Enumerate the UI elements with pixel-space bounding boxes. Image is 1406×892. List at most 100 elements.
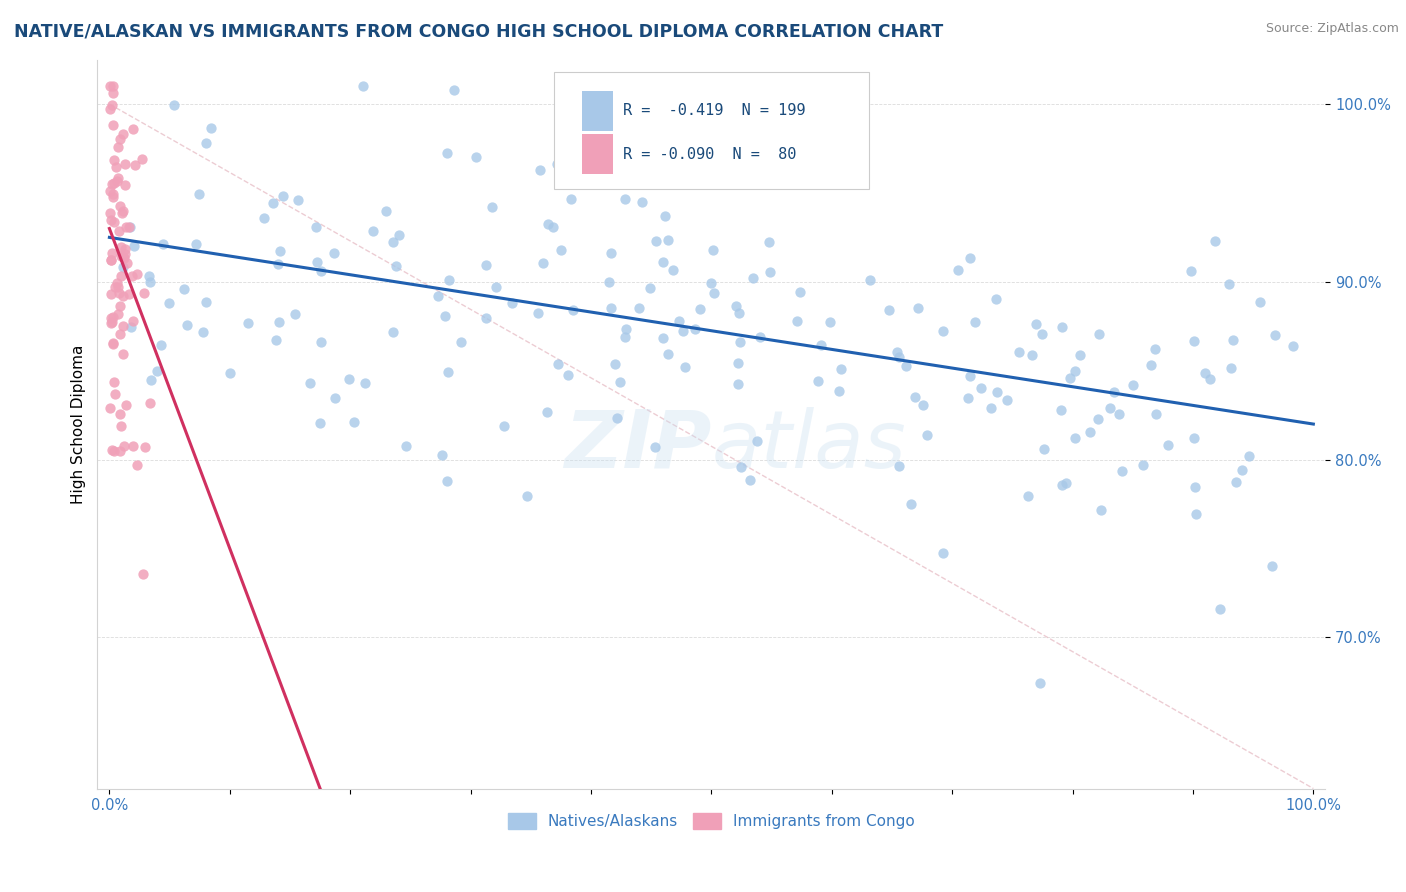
- Point: [904, 390, 927, 404]
- Point: [101, 315, 124, 329]
- Point: [547, 357, 569, 371]
- Point: [121, 268, 143, 283]
- Point: [537, 217, 560, 231]
- Point: [963, 315, 986, 329]
- Point: [613, 192, 636, 206]
- Bar: [582, 135, 613, 175]
- Point: [105, 174, 128, 188]
- Point: [132, 567, 155, 582]
- Point: [108, 407, 131, 421]
- Point: [1237, 450, 1260, 464]
- Point: [700, 276, 723, 290]
- Point: [1194, 366, 1216, 380]
- Point: [1087, 411, 1109, 425]
- Point: [1182, 432, 1205, 446]
- Point: [134, 440, 156, 454]
- Point: [786, 314, 808, 328]
- Text: R =  -0.419  N = 199: R = -0.419 N = 199: [623, 103, 806, 118]
- Point: [191, 326, 214, 340]
- Point: [536, 405, 558, 419]
- Point: [1054, 475, 1077, 490]
- Point: [112, 127, 135, 141]
- Point: [131, 152, 153, 166]
- Point: [541, 220, 564, 235]
- Point: [98, 79, 121, 94]
- Point: [152, 237, 174, 252]
- Point: [253, 211, 276, 225]
- Point: [100, 316, 122, 330]
- Point: [986, 384, 1008, 399]
- Point: [527, 305, 550, 319]
- Point: [662, 263, 685, 277]
- Point: [112, 318, 135, 333]
- Point: [219, 366, 242, 380]
- Point: [1281, 339, 1303, 353]
- Bar: [582, 91, 613, 130]
- Point: [1050, 478, 1073, 492]
- Point: [122, 239, 145, 253]
- Point: [728, 306, 751, 320]
- Point: [107, 280, 129, 294]
- Point: [101, 335, 124, 350]
- Point: [1140, 358, 1163, 372]
- Point: [631, 194, 654, 209]
- Point: [437, 273, 460, 287]
- Point: [1111, 464, 1133, 478]
- Point: [287, 194, 309, 208]
- Text: NATIVE/ALASKAN VS IMMIGRANTS FROM CONGO HIGH SCHOOL DIPLOMA CORRELATION CHART: NATIVE/ALASKAN VS IMMIGRANTS FROM CONGO …: [14, 22, 943, 40]
- Point: [98, 184, 121, 198]
- Point: [107, 307, 129, 321]
- Point: [104, 386, 127, 401]
- Point: [652, 331, 675, 345]
- Point: [603, 357, 626, 371]
- Point: [668, 314, 690, 328]
- Text: R = -0.090  N =  80: R = -0.090 N = 80: [623, 147, 796, 161]
- Point: [111, 347, 134, 361]
- Point: [450, 334, 472, 349]
- Point: [108, 224, 131, 238]
- Point: [236, 316, 259, 330]
- Point: [436, 365, 458, 379]
- Point: [103, 444, 125, 458]
- Text: atlas: atlas: [711, 407, 905, 485]
- Point: [323, 246, 346, 260]
- Point: [108, 132, 131, 146]
- Point: [1104, 384, 1126, 399]
- Point: [1132, 458, 1154, 472]
- Point: [886, 345, 908, 359]
- Point: [727, 355, 749, 369]
- Point: [103, 376, 125, 390]
- Point: [343, 415, 366, 429]
- Point: [101, 177, 124, 191]
- Point: [672, 324, 695, 338]
- Point: [546, 157, 568, 171]
- Point: [100, 253, 122, 268]
- Point: [810, 337, 832, 351]
- Point: [434, 309, 457, 323]
- Point: [830, 362, 852, 376]
- Point: [430, 448, 453, 462]
- Point: [531, 255, 554, 269]
- Point: [1261, 559, 1284, 574]
- Point: [114, 247, 136, 261]
- Point: [195, 136, 218, 150]
- Point: [325, 391, 347, 405]
- Point: [104, 279, 127, 293]
- Point: [1088, 326, 1111, 341]
- Point: [150, 337, 173, 351]
- Point: [1033, 442, 1056, 456]
- Point: [995, 393, 1018, 408]
- Point: [110, 249, 132, 263]
- Point: [915, 428, 938, 442]
- Point: [1144, 407, 1167, 421]
- Point: [112, 288, 135, 302]
- Point: [728, 335, 751, 350]
- Point: [932, 546, 955, 560]
- Point: [474, 311, 496, 326]
- Point: [146, 364, 169, 378]
- Point: [1050, 319, 1073, 334]
- Point: [1184, 480, 1206, 494]
- Point: [745, 434, 768, 448]
- Point: [111, 203, 134, 218]
- Point: [683, 322, 706, 336]
